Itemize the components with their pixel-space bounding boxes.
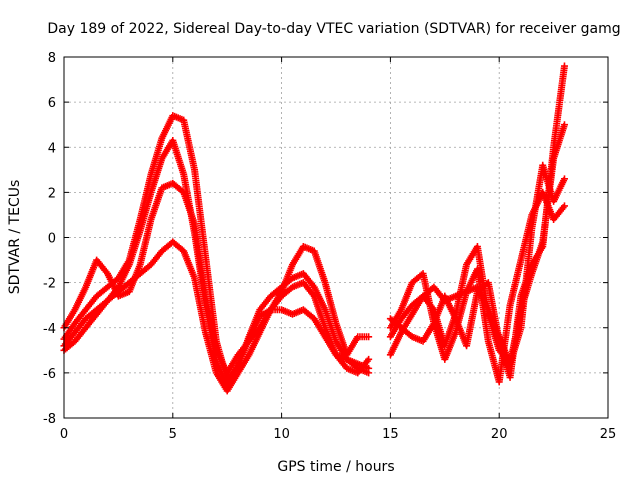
x-tick-label: 15 (382, 427, 399, 442)
data-point (560, 62, 568, 70)
y-tick-label: 8 (48, 51, 56, 66)
y-tick-label: -8 (43, 412, 56, 427)
data-points (60, 62, 568, 395)
x-tick-label: 0 (60, 427, 68, 442)
y-tick-label: 6 (48, 96, 56, 111)
x-tick-label: 25 (600, 427, 617, 442)
y-tick-label: 2 (48, 186, 56, 201)
y-tick-label: 0 (48, 232, 56, 247)
x-tick-label: 20 (491, 427, 508, 442)
tick-labels: 0 5 10 15 20 25 -8 -6 -4 -2 0 2 4 6 8 (43, 51, 616, 442)
y-tick-label: 4 (48, 141, 56, 156)
data-point (560, 202, 568, 210)
data-point (560, 121, 568, 129)
data-point (365, 333, 373, 341)
y-tick-label: -2 (43, 277, 56, 292)
y-tick-label: -4 (43, 322, 56, 337)
data-point (365, 369, 373, 377)
y-tick-label: -6 (43, 367, 56, 382)
x-tick-label: 10 (273, 427, 290, 442)
x-axis-label: GPS time / hours (277, 459, 394, 475)
series-track-8 (386, 62, 568, 381)
axis-ticks (63, 56, 609, 419)
data-point (365, 355, 373, 363)
chart-title: Day 189 of 2022, Sidereal Day-to-day VTE… (47, 21, 620, 37)
series-track-4 (60, 238, 373, 395)
data-point (560, 175, 568, 183)
x-tick-label: 5 (169, 427, 177, 442)
y-axis-label: SDTVAR / TECUs (7, 180, 23, 295)
